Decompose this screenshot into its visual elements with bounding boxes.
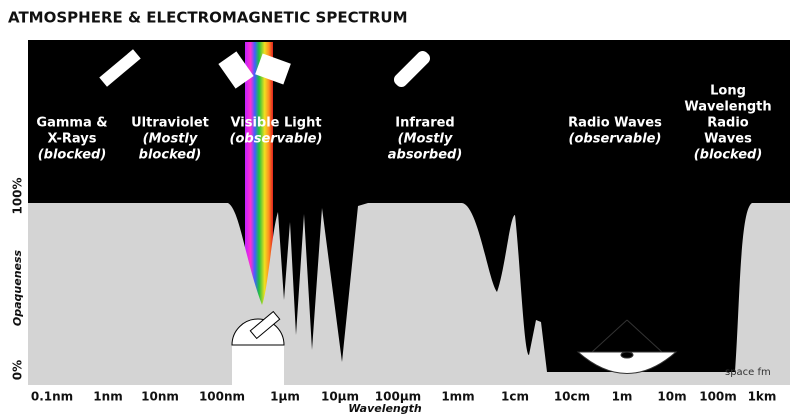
x-axis-label: Wavelength <box>348 402 422 414</box>
x-tick-label: 100μm <box>375 390 421 404</box>
watermark: space fm <box>725 367 771 378</box>
band-note: absorbed) <box>388 148 463 163</box>
x-tick-label: 0.1nm <box>31 390 73 404</box>
y-tick-label: 0% <box>11 360 25 380</box>
band-note: (Mostly <box>143 132 198 147</box>
x-tick-label: 1cm <box>501 390 529 404</box>
x-tick-label: 10m <box>657 390 686 404</box>
band-name: Infrared <box>395 116 454 131</box>
radio-dish <box>576 319 678 374</box>
x-tick-label: 1m <box>612 390 633 404</box>
band-note: (blocked) <box>694 148 763 163</box>
band-name: Radio <box>707 116 749 131</box>
x-tick-label: 1mm <box>441 390 474 404</box>
satellite-icons <box>99 49 431 89</box>
band-note: (Mostly <box>398 132 453 147</box>
band-name: Visible Light <box>230 116 321 131</box>
y-tick-label: 100% <box>11 177 25 214</box>
visible-beam <box>245 42 273 307</box>
band-note: (blocked) <box>38 148 107 163</box>
band-name: Wavelength <box>684 100 771 115</box>
x-tick-label: 1nm <box>93 390 122 404</box>
band-name: X-Rays <box>48 132 97 147</box>
opacity-curve <box>28 203 790 385</box>
observatory <box>231 310 285 385</box>
band-note: (observable) <box>569 132 662 147</box>
band-name: Waves <box>704 132 752 147</box>
band-note: (observable) <box>230 132 323 147</box>
x-tick-label: 100m <box>699 390 737 404</box>
band-name: Ultraviolet <box>131 116 209 131</box>
band-name: Long <box>710 84 746 99</box>
x-tick-label: 100nm <box>199 390 245 404</box>
x-tick-label: 1μm <box>270 390 300 404</box>
x-tick-label: 1km <box>748 390 777 404</box>
band-name: Gamma & <box>36 116 107 131</box>
band-name: Radio Waves <box>568 116 662 131</box>
y-axis-label: Opaqueness <box>11 249 24 326</box>
title: ATMOSPHERE & ELECTROMAGNETIC SPECTRUM <box>8 9 408 27</box>
x-tick-label: 10nm <box>141 390 179 404</box>
x-tick-label: 10μm <box>321 390 359 404</box>
band-note: blocked) <box>139 148 202 163</box>
x-tick-label: 10cm <box>554 390 590 404</box>
